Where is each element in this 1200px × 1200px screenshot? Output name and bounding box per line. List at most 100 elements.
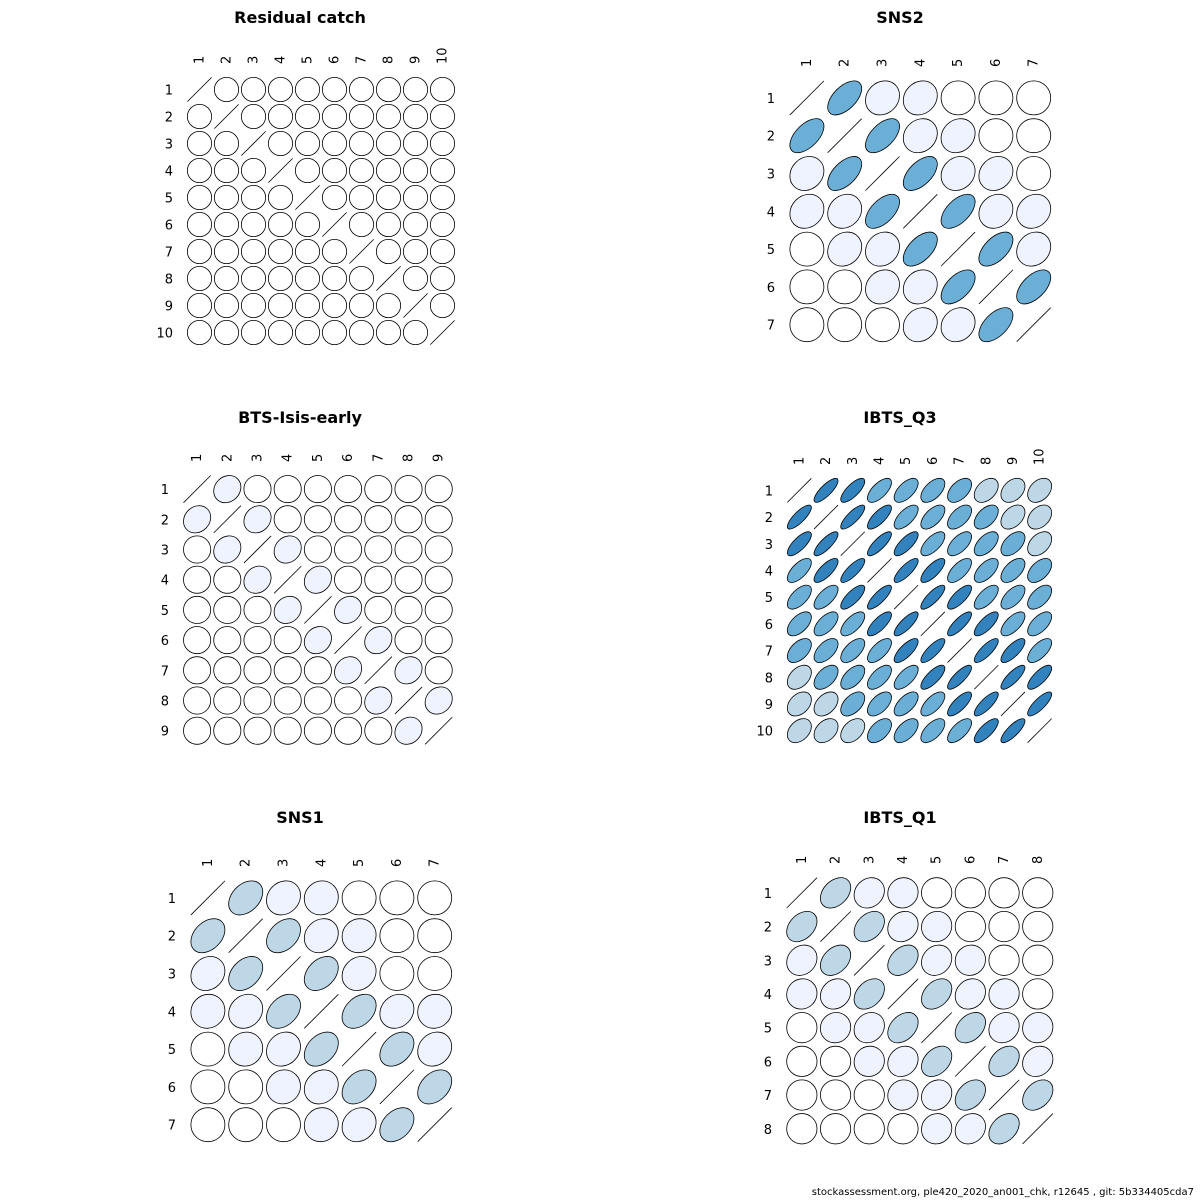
correlation-ellipse — [303, 686, 332, 715]
correlation-ellipse — [228, 1069, 264, 1105]
correlation-ellipse — [321, 76, 348, 103]
correlation-ellipse — [867, 718, 892, 744]
correlation-ellipse — [294, 265, 321, 292]
diagonal-mark — [376, 266, 401, 291]
correlation-ellipse — [840, 664, 866, 690]
correlation-ellipse — [402, 238, 429, 265]
correlation-ellipse — [947, 691, 972, 717]
row-label: 6 — [161, 634, 169, 649]
column-label: 6 — [963, 856, 978, 864]
row-label: 8 — [765, 671, 773, 686]
correlation-ellipse — [1027, 531, 1053, 557]
diagonal-mark — [1022, 1113, 1054, 1145]
correlation-ellipse — [867, 504, 892, 530]
correlation-ellipse — [786, 978, 818, 1010]
correlation-ellipse — [294, 103, 321, 130]
correlation-ellipse — [1022, 1012, 1054, 1044]
correlation-ellipse — [940, 193, 976, 229]
column-label: 2 — [829, 856, 844, 864]
correlation-ellipse — [789, 156, 825, 191]
correlation-ellipse — [819, 978, 852, 1010]
diagonal-mark — [190, 880, 226, 916]
correlation-ellipse — [348, 157, 375, 184]
correlation-ellipse — [786, 584, 812, 610]
correlation-ellipse — [213, 716, 242, 745]
correlation-ellipse — [954, 877, 986, 909]
correlation-ellipse — [228, 993, 264, 1029]
correlation-ellipse — [375, 130, 402, 157]
correlation-ellipse — [213, 686, 242, 715]
correlation-ellipse — [921, 978, 953, 1010]
correlation-ellipse — [334, 565, 363, 594]
row-label: 6 — [767, 281, 775, 296]
correlation-ellipse — [213, 157, 240, 184]
correlation-ellipse — [819, 1012, 852, 1044]
row-label: 7 — [765, 645, 773, 660]
correlation-ellipse — [379, 993, 415, 1029]
correlation-ellipse — [827, 80, 863, 116]
correlation-ellipse — [978, 156, 1014, 191]
correlation-ellipse — [786, 611, 812, 637]
correlation-ellipse — [786, 638, 812, 663]
correlation-ellipse — [813, 477, 839, 503]
diagonal-mark — [921, 1012, 953, 1044]
correlation-ellipse — [786, 1079, 818, 1111]
diagonal-mark — [827, 118, 862, 153]
column-label: 2 — [838, 59, 853, 67]
diagonal-mark — [853, 944, 885, 976]
correlation-ellipse — [947, 558, 972, 583]
correlation-ellipse — [1016, 80, 1052, 116]
correlation-ellipse — [402, 76, 429, 103]
correlation-ellipse — [341, 1107, 377, 1143]
diagonal-mark — [394, 686, 423, 715]
diagonal-mark — [417, 1107, 452, 1142]
correlation-ellipse — [954, 944, 986, 976]
correlation-ellipse — [865, 118, 900, 154]
correlation-ellipse — [321, 238, 348, 265]
correlation-ellipse — [240, 211, 267, 238]
column-label: 10 — [436, 47, 451, 64]
correlation-ellipse — [887, 877, 919, 909]
correlation-ellipse — [988, 910, 1020, 943]
correlation-ellipse — [988, 1113, 1020, 1145]
diagonal-mark — [341, 1031, 377, 1067]
correlation-ellipse — [228, 1107, 264, 1143]
correlation-ellipse — [402, 265, 429, 292]
column-label: 9 — [1006, 457, 1021, 465]
correlation-ellipse — [921, 1113, 953, 1145]
correlation-ellipse — [364, 475, 393, 504]
column-label: 8 — [979, 457, 994, 465]
correlation-ellipse — [827, 269, 863, 305]
correlation-ellipse — [429, 103, 456, 130]
correlation-ellipse — [394, 475, 423, 504]
correlation-ellipse — [341, 1069, 377, 1105]
correlation-ellipse — [213, 565, 242, 594]
row-label: 6 — [168, 1081, 176, 1096]
correlation-ellipse — [186, 184, 213, 211]
correlation-ellipse — [940, 80, 976, 116]
correlation-ellipse — [1000, 664, 1026, 690]
correlation-ellipse — [183, 626, 212, 655]
correlation-ellipse — [321, 157, 348, 184]
correlation-ellipse — [424, 565, 453, 594]
correlation-ellipse — [348, 265, 375, 292]
correlation-ellipse — [424, 505, 453, 534]
correlation-ellipse — [813, 638, 839, 663]
correlation-ellipse — [786, 718, 812, 744]
diagonal-mark — [214, 104, 239, 129]
diagonal-mark — [379, 1069, 415, 1105]
row-label: 2 — [168, 930, 176, 945]
correlation-ellipse — [424, 475, 453, 504]
correlation-ellipse — [887, 910, 919, 943]
correlation-ellipse — [1000, 638, 1026, 663]
correlation-ellipse — [887, 1079, 919, 1111]
correlation-ellipse — [429, 76, 456, 103]
correlation-ellipse — [921, 1045, 953, 1077]
correlation-ellipse — [893, 691, 919, 717]
correlation-ellipse — [921, 944, 953, 976]
correlation-ellipse — [853, 877, 885, 909]
correlation-ellipse — [940, 118, 976, 154]
row-label: 1 — [764, 887, 772, 902]
column-label: 3 — [876, 59, 891, 67]
correlation-ellipse — [303, 880, 339, 916]
